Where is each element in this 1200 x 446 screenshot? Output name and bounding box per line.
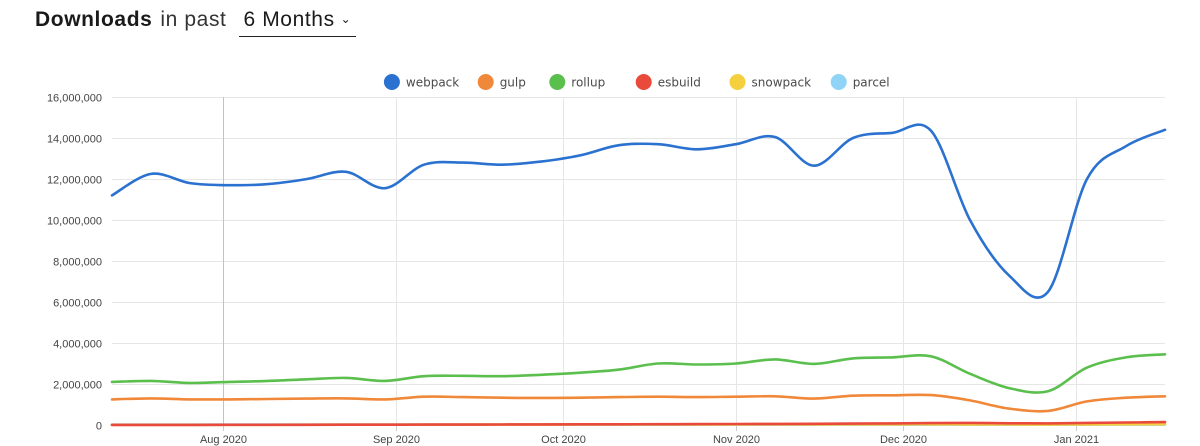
y-tick-label: 10,000,000 <box>47 216 102 228</box>
y-tick-label: 12,000,000 <box>47 175 102 187</box>
legend-item-esbuild[interactable]: esbuild <box>635 74 701 90</box>
y-tick-label: 6,000,000 <box>53 298 102 310</box>
chevron-down-icon: ⌄ <box>340 12 352 26</box>
legend-label-rollup: rollup <box>571 76 605 90</box>
series-line-rollup[interactable] <box>110 353 1167 394</box>
series-line-gulp[interactable] <box>110 393 1167 413</box>
page-header: Downloads in past 6 Months ⌄ <box>35 8 357 38</box>
legend-item-parcel[interactable]: parcel <box>830 74 890 90</box>
time-range-value: 6 Months <box>243 8 335 31</box>
legend: webpack gulp rollup esbuild snowpack parcel <box>383 74 890 90</box>
y-tick-label: 2,000,000 <box>53 380 102 392</box>
y-tick-label: 14,000,000 <box>47 134 102 146</box>
x-tick-label: Nov 2020 <box>713 434 760 446</box>
legend-label-gulp: gulp <box>500 76 526 90</box>
y-tick-label: 8,000,000 <box>53 257 102 269</box>
legend-label-snowpack: snowpack <box>752 76 812 90</box>
legend-item-snowpack[interactable]: snowpack <box>729 74 812 90</box>
legend-item-webpack[interactable]: webpack <box>383 74 459 90</box>
x-tick-label: Jan 2021 <box>1054 434 1099 446</box>
x-tick-label: Dec 2020 <box>880 434 927 446</box>
legend-swatch-snowpack <box>729 74 746 90</box>
legend-label-webpack: webpack <box>406 76 459 90</box>
legend-label-parcel: parcel <box>853 76 890 90</box>
x-tick-label: Aug 2020 <box>200 434 247 446</box>
grid-layer <box>112 97 1165 426</box>
axis-layer: 0 2,000,000 4,000,000 6,000,000 8,000,000 10,… <box>47 93 1165 446</box>
series-line-esbuild[interactable] <box>110 420 1167 427</box>
y-tick-label: 0 <box>96 421 102 433</box>
legend-swatch-rollup <box>549 74 566 90</box>
series-layer <box>110 123 1167 427</box>
x-tick-label: Oct 2020 <box>541 434 586 446</box>
legend-swatch-gulp <box>477 74 494 90</box>
time-range-select[interactable]: 6 Months ⌄ <box>239 8 357 37</box>
in-past-label: in past <box>160 8 227 31</box>
legend-swatch-esbuild <box>635 74 652 90</box>
legend-swatch-webpack <box>383 74 400 90</box>
y-tick-label: 4,000,000 <box>53 339 102 351</box>
legend-swatch-parcel <box>830 74 847 90</box>
legend-item-gulp[interactable]: gulp <box>477 74 526 90</box>
x-tick-label: Sep 2020 <box>373 434 420 446</box>
legend-label-esbuild: esbuild <box>658 76 701 90</box>
legend-item-rollup[interactable]: rollup <box>549 74 605 90</box>
series-line-webpack[interactable] <box>110 123 1167 299</box>
downloads-title: Downloads <box>35 8 153 31</box>
y-tick-label: 16,000,000 <box>47 93 102 105</box>
